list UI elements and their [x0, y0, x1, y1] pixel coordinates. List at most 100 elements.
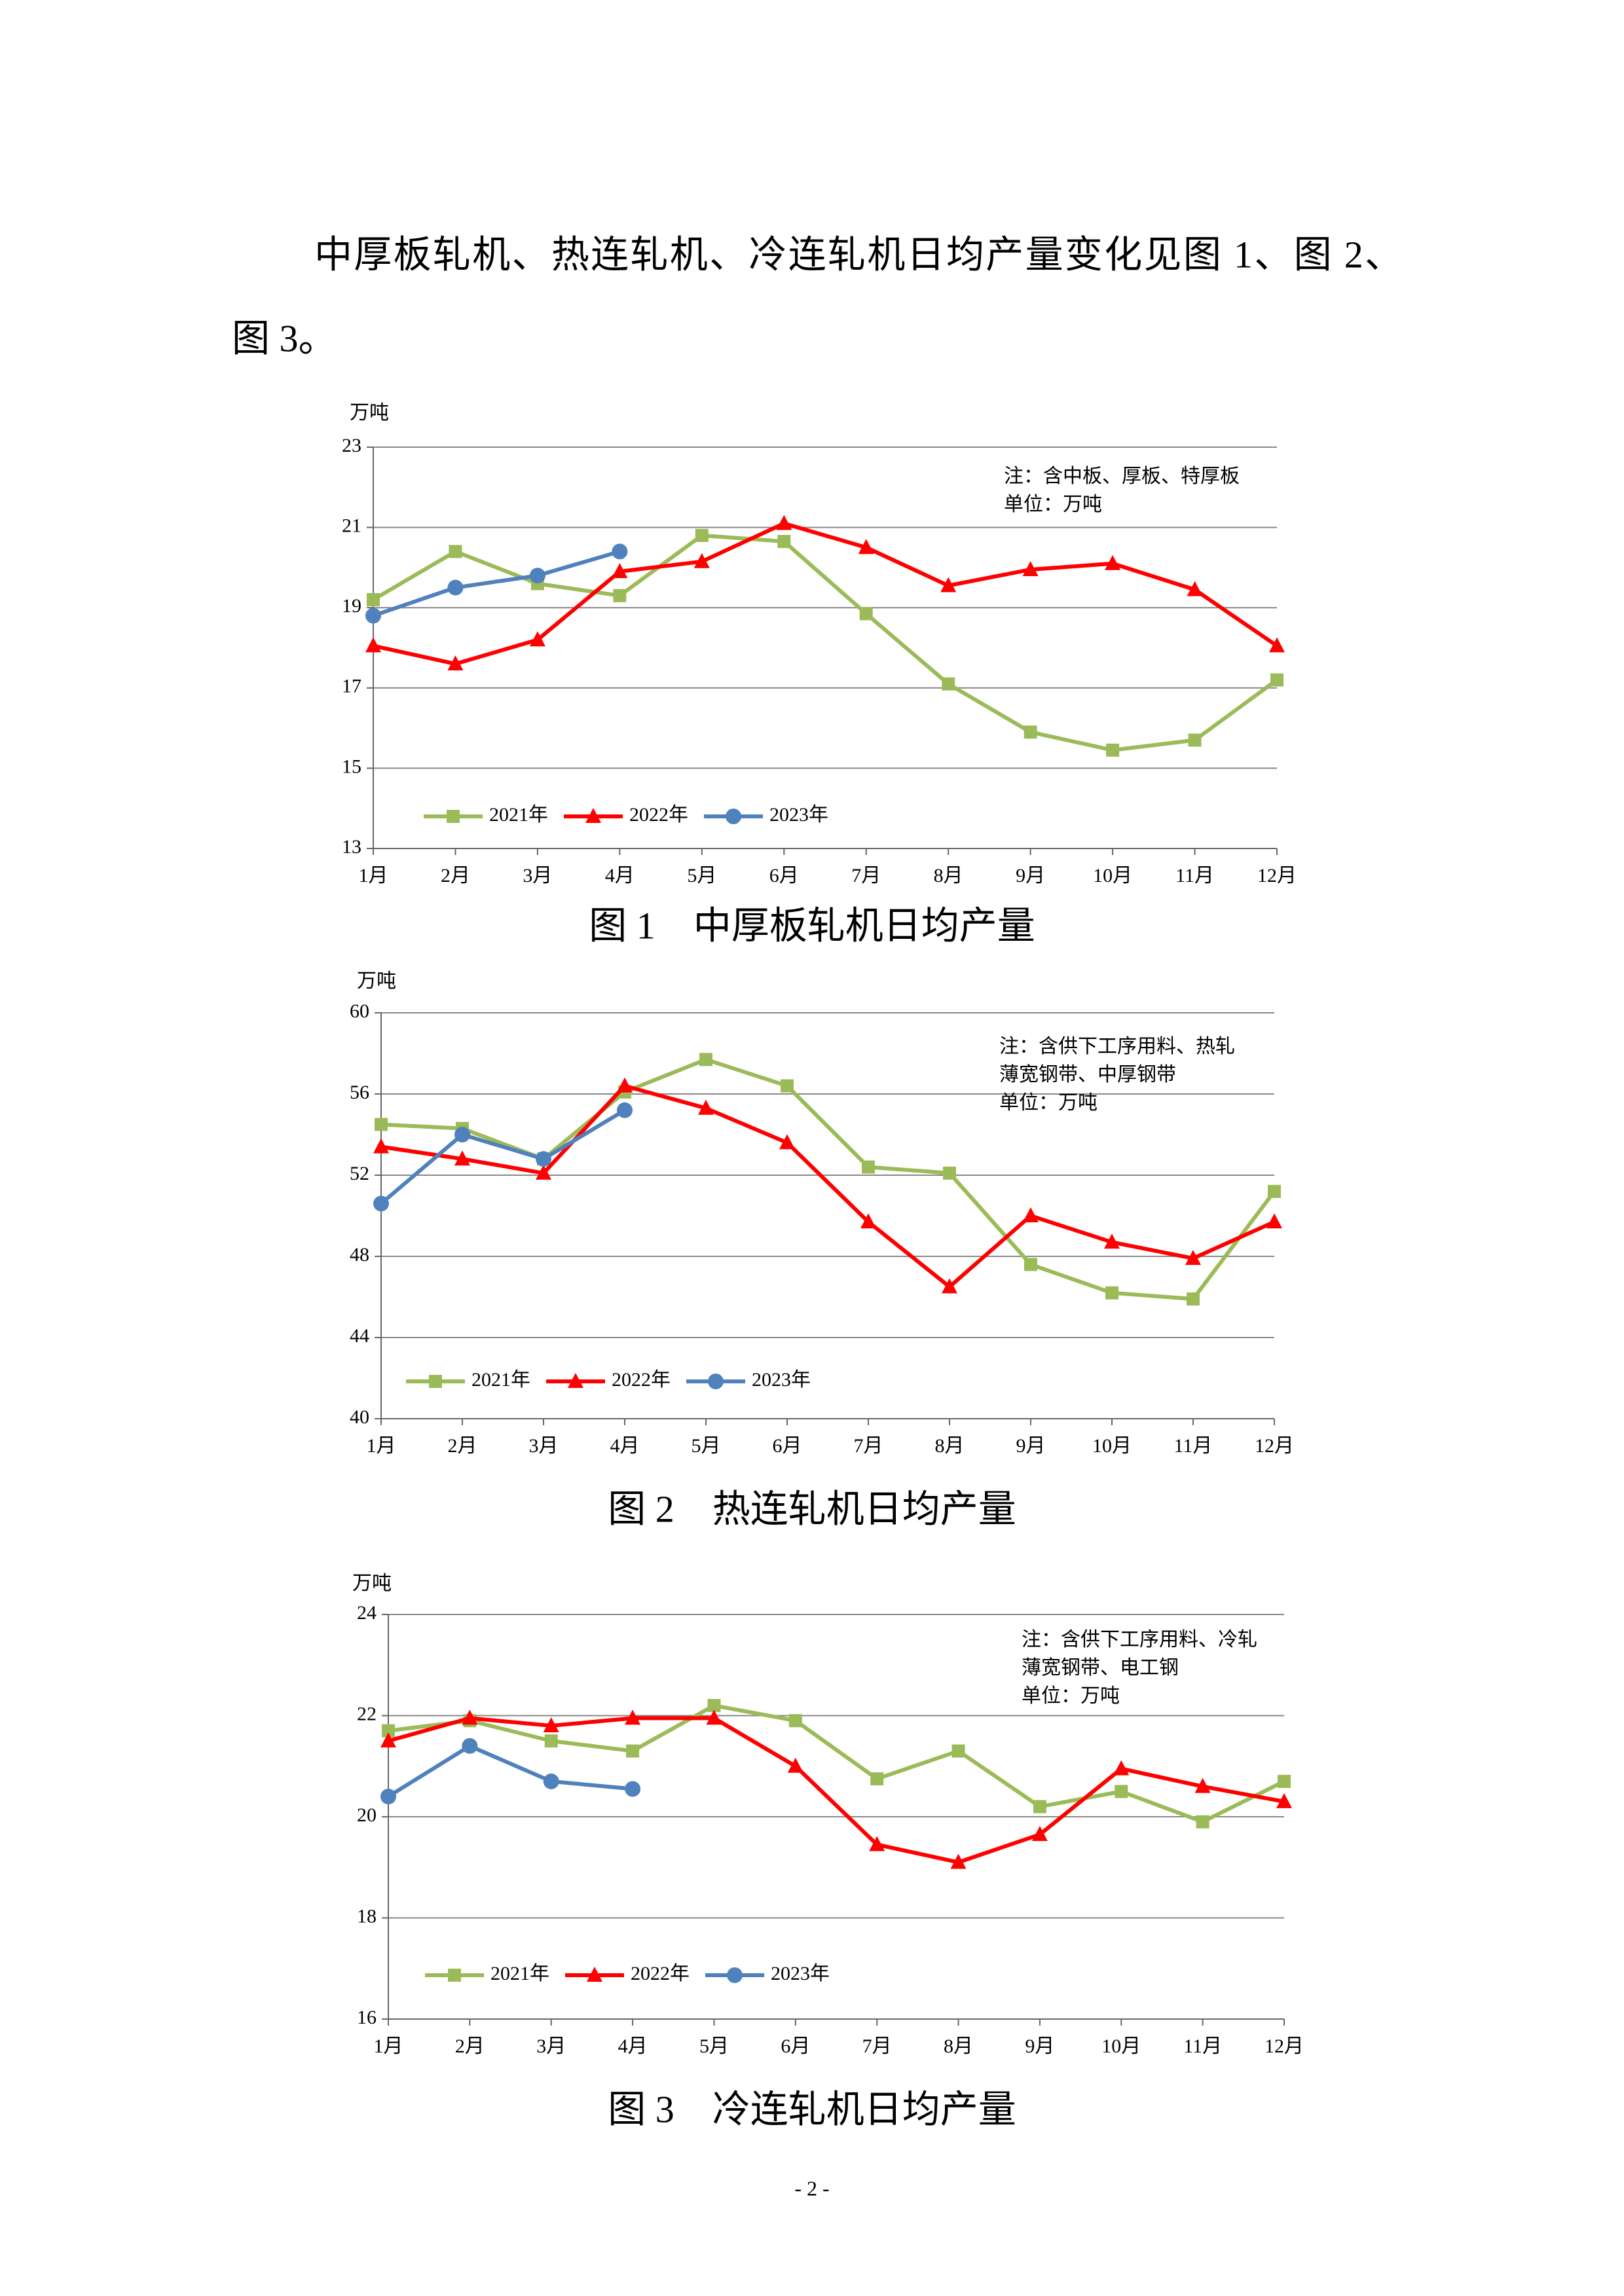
x-tick-label: 7月: [862, 2035, 892, 2057]
chart-note: 单位：万吨: [1022, 1685, 1120, 1707]
marker-triangle: [1022, 560, 1039, 576]
y-tick-label: 56: [350, 1082, 369, 1103]
marker-square: [1188, 733, 1202, 747]
marker-triangle: [365, 637, 381, 653]
marker-square: [699, 1053, 712, 1066]
marker-square: [942, 677, 955, 691]
marker-square: [375, 1118, 388, 1131]
marker-triangle: [1276, 1793, 1292, 1808]
x-tick-label: 8月: [934, 865, 963, 886]
marker-triangle: [869, 1836, 885, 1851]
marker-square: [862, 1160, 875, 1174]
marker-triangle: [776, 515, 792, 530]
x-tick-label: 7月: [851, 865, 881, 886]
x-tick-label: 6月: [769, 865, 799, 886]
marker-square: [544, 1734, 558, 1748]
x-tick-label: 11月: [1175, 865, 1214, 886]
unit-label: 万吨: [357, 970, 396, 992]
marker-square: [777, 535, 791, 549]
marker-square: [781, 1079, 794, 1093]
marker-triangle: [779, 1134, 795, 1150]
marker-triangle: [529, 631, 545, 647]
unit-label: 万吨: [350, 402, 389, 424]
paragraph-line: 图 3。: [232, 317, 337, 359]
x-tick-label: 12月: [1264, 2035, 1304, 2057]
chart-note: 注：含供下工序用料、冷轧: [1022, 1629, 1257, 1650]
y-tick-label: 13: [342, 836, 361, 858]
y-tick-label: 24: [357, 1602, 377, 1624]
x-tick-label: 1月: [359, 865, 388, 886]
marker-circle: [447, 579, 464, 596]
series-line: [380, 1084, 1276, 1289]
marker-triangle: [1113, 1760, 1130, 1776]
marker-triangle: [1187, 581, 1203, 596]
marker-square: [1196, 1815, 1209, 1829]
y-tick-label: 48: [350, 1244, 369, 1266]
x-tick-label: 11月: [1174, 1435, 1213, 1457]
marker-triangle: [617, 1077, 633, 1093]
x-tick-label: 5月: [692, 1435, 721, 1457]
x-tick-label: 2月: [448, 1435, 477, 1457]
marker-triangle: [1104, 1233, 1120, 1249]
x-tick-label: 8月: [944, 2035, 973, 2057]
x-tick-label: 6月: [781, 2035, 810, 2057]
x-tick-label: 1月: [374, 2035, 403, 2057]
series-line: [388, 1704, 1285, 1824]
marker-triangle: [950, 1853, 967, 1869]
x-tick-label: 3月: [529, 1435, 559, 1457]
marker-square: [859, 607, 873, 621]
marker-triangle: [543, 1717, 559, 1732]
marker-triangle: [536, 1164, 551, 1180]
legend-label: 2021年: [471, 1369, 530, 1391]
marker-triangle: [1023, 1207, 1039, 1222]
figure-caption: 图 2 热连轧机日均产量: [608, 1487, 1016, 1530]
marker-square: [788, 1714, 802, 1728]
marker-circle: [612, 543, 628, 560]
marker-square: [943, 1166, 956, 1180]
marker-square: [626, 1744, 640, 1758]
legend-marker: [727, 1967, 743, 1983]
x-tick-label: 11月: [1183, 2035, 1222, 2057]
legend-label: 2022年: [612, 1369, 671, 1391]
y-tick-label: 19: [342, 595, 361, 617]
legend-marker: [429, 1375, 442, 1388]
legend-marker: [448, 1969, 461, 1982]
x-tick-label: 10月: [1093, 865, 1132, 886]
marker-circle: [454, 1127, 470, 1142]
y-tick-label: 44: [350, 1325, 369, 1347]
unit-label: 万吨: [352, 1573, 392, 1594]
marker-square: [613, 589, 627, 602]
x-tick-label: 7月: [854, 1435, 883, 1457]
chart-note: 单位：万吨: [999, 1092, 1098, 1114]
series-line: [380, 1108, 626, 1205]
marker-triangle: [612, 563, 628, 579]
chart-note: 注：含供下工序用料、热轧: [999, 1036, 1235, 1057]
legend-marker: [726, 809, 741, 824]
marker-triangle: [373, 1138, 389, 1154]
marker-triangle: [942, 1278, 957, 1294]
series-line: [388, 1716, 1285, 1865]
marker-triangle: [1269, 637, 1285, 653]
figure-caption: 图 3 冷连轧机日均产量: [608, 2088, 1016, 2130]
legend-marker: [447, 810, 460, 823]
marker-square: [1278, 1774, 1291, 1788]
series-line: [373, 521, 1278, 666]
marker-triangle: [380, 1732, 396, 1748]
marker-triangle: [698, 1099, 714, 1115]
legend-label: 2023年: [752, 1369, 811, 1391]
marker-square: [1105, 1286, 1118, 1300]
y-tick-label: 52: [350, 1163, 369, 1184]
legend-label: 2023年: [771, 1963, 830, 1984]
chart-note: 薄宽钢带、中厚钢带: [999, 1064, 1176, 1085]
chart-note: 薄宽钢带、电工钢: [1022, 1657, 1179, 1679]
marker-square: [707, 1699, 721, 1713]
chart-note: 注：含中板、厚板、特厚板: [1004, 465, 1240, 487]
marker-square: [870, 1772, 884, 1786]
y-tick-label: 23: [342, 435, 361, 456]
paragraph-line: 中厚板轧机、热连轧机、冷连轧机日均产量变化见图 1、图 2、: [314, 233, 1403, 276]
y-tick-label: 20: [357, 1804, 377, 1826]
x-tick-label: 9月: [1016, 865, 1045, 886]
marker-triangle: [787, 1757, 803, 1773]
x-tick-label: 2月: [455, 2035, 485, 2057]
legend-label: 2023年: [769, 804, 828, 826]
